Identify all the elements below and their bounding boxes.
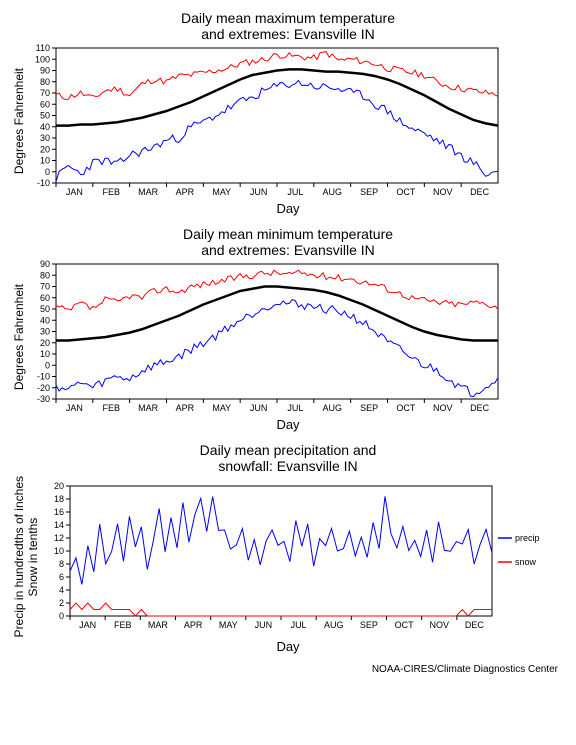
svg-text:2: 2: [59, 598, 64, 608]
svg-text:-10: -10: [37, 372, 50, 382]
svg-text:80: 80: [40, 270, 50, 280]
chart2-title: Daily mean minimum temperature and extre…: [10, 226, 566, 258]
svg-text:precip: precip: [515, 533, 540, 543]
svg-text:16: 16: [54, 507, 64, 517]
svg-text:MAR: MAR: [138, 403, 159, 413]
svg-text:110: 110: [36, 44, 50, 53]
svg-text:SEP: SEP: [360, 403, 378, 413]
svg-text:-20: -20: [37, 383, 50, 393]
svg-text:MAY: MAY: [212, 187, 231, 197]
svg-text:0: 0: [59, 611, 64, 621]
svg-text:FEB: FEB: [102, 187, 120, 197]
svg-text:JUL: JUL: [287, 403, 303, 413]
svg-text:DEC: DEC: [465, 620, 485, 630]
svg-text:MAR: MAR: [148, 620, 169, 630]
svg-text:12: 12: [54, 533, 64, 543]
svg-text:JUN: JUN: [250, 187, 267, 197]
svg-text:40: 40: [40, 315, 50, 325]
svg-text:80: 80: [40, 77, 50, 87]
chart-min-temp: Daily mean minimum temperature and extre…: [10, 226, 566, 432]
chart1-title: Daily mean maximum temperature and extre…: [10, 10, 566, 42]
svg-text:NOV: NOV: [433, 403, 453, 413]
svg-text:OCT: OCT: [396, 403, 416, 413]
svg-text:90: 90: [40, 260, 50, 269]
svg-text:AUG: AUG: [322, 187, 342, 197]
svg-text:20: 20: [54, 482, 64, 491]
svg-text:JAN: JAN: [66, 403, 83, 413]
svg-text:JUN: JUN: [255, 620, 273, 630]
svg-text:60: 60: [40, 99, 50, 109]
svg-text:DEC: DEC: [470, 187, 490, 197]
chart3-xlabel: Day: [10, 639, 566, 654]
svg-text:SEP: SEP: [360, 620, 378, 630]
svg-text:50: 50: [40, 304, 50, 314]
svg-text:10: 10: [40, 156, 50, 166]
svg-text:JUL: JUL: [291, 620, 307, 630]
svg-text:6: 6: [59, 572, 64, 582]
svg-text:FEB: FEB: [114, 620, 132, 630]
chart1-xlabel: Day: [10, 201, 566, 216]
svg-text:14: 14: [54, 520, 64, 530]
chart-precip: Daily mean precipitation and snowfall: E…: [10, 442, 566, 654]
svg-text:DEC: DEC: [470, 403, 490, 413]
svg-text:8: 8: [59, 559, 64, 569]
svg-text:JAN: JAN: [66, 187, 83, 197]
svg-text:4: 4: [59, 585, 64, 595]
svg-text:NOV: NOV: [429, 620, 449, 630]
svg-text:JUN: JUN: [250, 403, 267, 413]
svg-text:snow: snow: [515, 557, 537, 567]
svg-text:50: 50: [40, 111, 50, 121]
chart3-ylabel: Precip in hundredths of inches Snow in t…: [10, 476, 40, 637]
svg-text:10: 10: [54, 546, 64, 556]
svg-text:18: 18: [54, 494, 64, 504]
chart2-svg: -30-20-10 0102030 40506070 8090 JAN FEB MAR APR…: [26, 260, 506, 415]
svg-text:30: 30: [40, 133, 50, 143]
svg-text:OCT: OCT: [396, 187, 416, 197]
svg-text:70: 70: [40, 282, 50, 292]
svg-text:JUL: JUL: [287, 187, 303, 197]
chart1-svg: -10010 20304050 60708090 100110 JAN FEB MAR APR…: [26, 44, 506, 199]
chart3-title: Daily mean precipitation and snowfall: E…: [10, 442, 566, 474]
svg-text:MAY: MAY: [219, 620, 238, 630]
svg-text:70: 70: [40, 88, 50, 98]
svg-text:90: 90: [40, 66, 50, 76]
svg-text:APR: APR: [176, 403, 195, 413]
chart2-xlabel: Day: [10, 417, 566, 432]
svg-text:10: 10: [40, 349, 50, 359]
svg-text:30: 30: [40, 327, 50, 337]
footer-credit: NOAA-CIRES/Climate Diagnostics Center: [10, 664, 566, 675]
svg-text:0: 0: [45, 167, 50, 177]
svg-text:AUG: AUG: [322, 403, 342, 413]
svg-text:OCT: OCT: [395, 620, 415, 630]
svg-text:APR: APR: [184, 620, 203, 630]
svg-text:40: 40: [40, 122, 50, 132]
svg-text:JAN: JAN: [79, 620, 96, 630]
svg-text:60: 60: [40, 293, 50, 303]
svg-text:-30: -30: [37, 394, 50, 404]
svg-text:FEB: FEB: [102, 403, 120, 413]
svg-text:0: 0: [45, 360, 50, 370]
svg-text:100: 100: [35, 54, 50, 64]
svg-text:-10: -10: [37, 178, 50, 188]
svg-text:20: 20: [40, 144, 50, 154]
svg-text:MAY: MAY: [212, 403, 231, 413]
svg-text:NOV: NOV: [433, 187, 453, 197]
chart3-svg: 0 2 4 6 8 10 12 14 16 18 20 JAN FEB MAR APR MAY JUN JUL AU…: [40, 482, 540, 632]
svg-text:MAR: MAR: [138, 187, 159, 197]
svg-text:20: 20: [40, 338, 50, 348]
chart1-ylabel: Degrees Fahrenheit: [10, 68, 26, 174]
svg-text:AUG: AUG: [324, 620, 344, 630]
chart2-ylabel: Degrees Fahrenheit: [10, 284, 26, 390]
svg-text:APR: APR: [176, 187, 195, 197]
svg-text:SEP: SEP: [360, 187, 378, 197]
chart-max-temp: Daily mean maximum temperature and extre…: [10, 10, 566, 216]
